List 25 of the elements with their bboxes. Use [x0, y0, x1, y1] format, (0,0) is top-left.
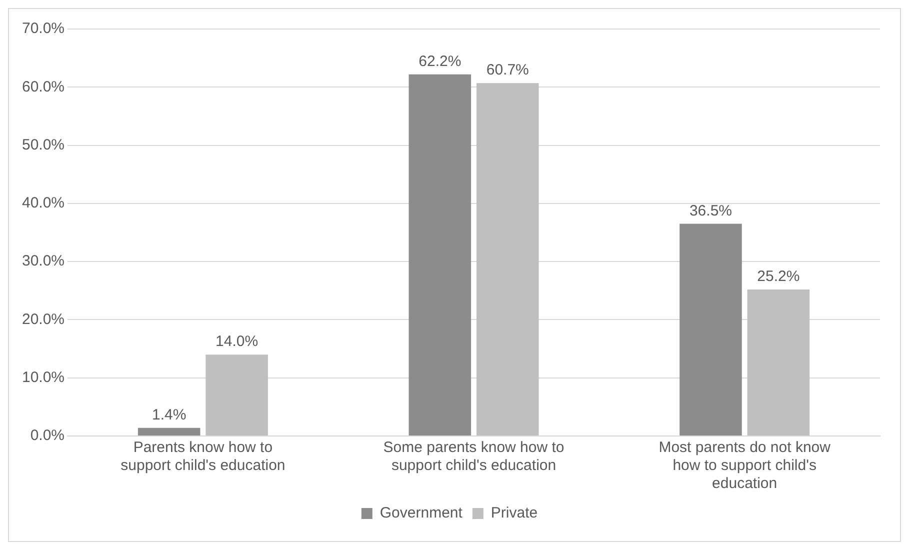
- legend-label: Private: [490, 504, 538, 522]
- data-label: 14.0%: [216, 333, 258, 350]
- y-tick-label: 40.0%: [22, 194, 65, 212]
- y-tick-label: 10.0%: [22, 369, 65, 386]
- x-tick-label: Most parents do not know how to support child's education: [658, 439, 831, 492]
- bar: [408, 74, 472, 436]
- bar: [476, 83, 539, 436]
- y-tick-label: 70.0%: [22, 20, 65, 38]
- data-label: 62.2%: [418, 52, 462, 70]
- y-tick-label: 30.0%: [22, 252, 65, 270]
- bar: [680, 224, 742, 436]
- y-tick-label: 60.0%: [22, 78, 65, 96]
- data-label: 25.2%: [757, 268, 800, 286]
- data-label: 36.5%: [689, 202, 732, 220]
- bar: [138, 428, 200, 436]
- bar: [747, 289, 810, 436]
- x-tick-label: Parents know how to support child's education: [120, 439, 286, 474]
- legend-label: Government: [380, 504, 464, 522]
- bar: [206, 354, 268, 436]
- y-tick-label: 50.0%: [22, 136, 65, 154]
- y-tick-label: 20.0%: [22, 310, 65, 328]
- data-label: 1.4%: [152, 406, 186, 424]
- data-label: 60.7%: [486, 62, 529, 79]
- x-tick-label: Some parents know how to support child's education: [383, 439, 564, 474]
- y-tick-label: 0.0%: [30, 427, 65, 444]
